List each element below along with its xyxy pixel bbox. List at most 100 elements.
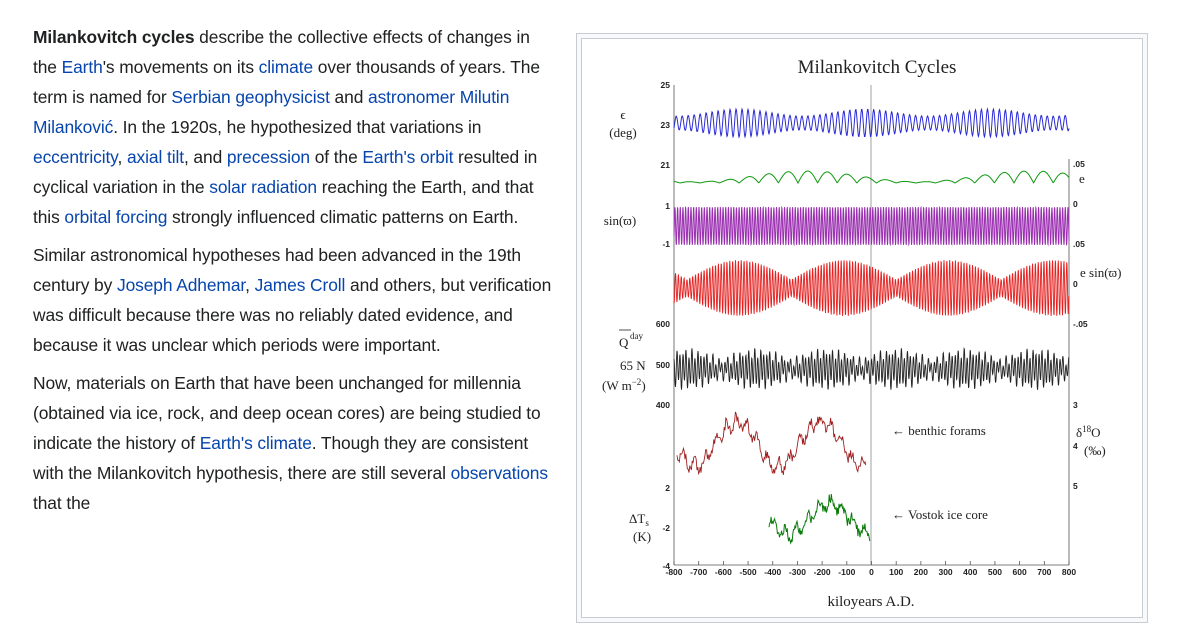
article-link[interactable]: axial tilt xyxy=(126,147,184,167)
article-link[interactable]: Earth's orbit xyxy=(362,147,454,167)
x-tick-label: 400 xyxy=(963,567,977,577)
figure-thumbnail: Milankovitch Cycles 25 23 21 1 -1 600 50… xyxy=(576,33,1148,623)
x-tick-label: 700 xyxy=(1037,567,1051,577)
x-tick-label: -200 xyxy=(814,567,831,577)
insolation-unit: (W m−2) xyxy=(602,377,646,393)
article-link[interactable]: James Croll xyxy=(254,275,346,295)
article-link[interactable]: climate xyxy=(258,57,314,77)
x-tick-label: -500 xyxy=(740,567,757,577)
temperature-unit: (K) xyxy=(633,529,651,544)
unit-exponent: −2 xyxy=(632,377,642,387)
text-run: over thousands of years. The term is nam… xyxy=(33,57,540,107)
figure-image[interactable]: Milankovitch Cycles 25 23 21 1 -1 600 50… xyxy=(581,38,1143,618)
x-tick-label: -300 xyxy=(789,567,806,577)
article-link[interactable]: Serbian xyxy=(171,87,231,107)
temperature-ticks: 2 -2 -4 xyxy=(662,483,670,571)
milankovitch-chart: Milankovitch Cycles 25 23 21 1 -1 600 50… xyxy=(602,57,1121,610)
tick-label: .05 xyxy=(1073,239,1085,249)
tick-label: 500 xyxy=(656,360,670,370)
ecc-symbol: e xyxy=(1079,171,1085,186)
tick-label: 21 xyxy=(661,160,671,170)
tick-label: 2 xyxy=(665,483,670,493)
unit-close: ) xyxy=(641,378,645,393)
benthic-annotation: ← benthic forams xyxy=(892,423,986,438)
x-tick-label: -800 xyxy=(665,567,682,577)
text-run: 's movements on its xyxy=(102,57,259,77)
dts-text: ΔT xyxy=(629,511,645,526)
text-run: . In the 1920s, he hypothesized that var… xyxy=(113,117,482,137)
text-run: , xyxy=(117,147,127,167)
text-run: and others, but verification was difficu… xyxy=(33,275,552,355)
text-run: resulted in cyclical variation in the xyxy=(33,147,538,197)
insolation-latitude: 65 N xyxy=(620,358,646,373)
tick-label: -2 xyxy=(662,523,670,533)
tick-label: 3 xyxy=(1073,400,1078,410)
x-axis-label: kiloyears A.D. xyxy=(827,594,914,610)
text-run: of the xyxy=(310,147,363,167)
tick-label: 1 xyxy=(665,201,670,211)
precession-ticks: 1 -1 xyxy=(662,201,670,249)
ecc-ticks: .05 0 xyxy=(1073,159,1085,209)
esin-series xyxy=(673,259,1070,317)
d18o-ticks: 3 4 5 xyxy=(1073,400,1078,491)
esin-ticks: .05 0 -.05 xyxy=(1073,239,1088,329)
tick-label: 600 xyxy=(656,319,670,329)
text-run: and xyxy=(329,87,369,107)
obliquity-symbol: ϵ xyxy=(620,107,625,122)
tick-label: -1 xyxy=(662,239,670,249)
precession-symbol: sin(ϖ) xyxy=(604,213,636,228)
article-link[interactable]: solar radiation xyxy=(209,177,317,197)
article-link[interactable]: Milutin Milanković xyxy=(33,87,510,137)
article-link[interactable]: astronomer xyxy=(368,87,455,107)
x-tick-label: -600 xyxy=(715,567,732,577)
x-tick-label: 200 xyxy=(914,567,928,577)
article-link[interactable]: Earth's climate xyxy=(199,433,312,453)
insolation-symbol: Q xyxy=(619,335,629,350)
article-link[interactable]: precession xyxy=(226,147,310,167)
tick-label: .05 xyxy=(1073,159,1085,169)
obliquity-series xyxy=(673,107,1070,139)
text-run: reaching the Earth, and that this xyxy=(33,177,534,227)
d18o-oxygen: O xyxy=(1091,425,1100,440)
x-tick-label: -700 xyxy=(690,567,707,577)
obliquity-unit: (deg) xyxy=(609,125,636,140)
temperature-label: ΔTs (K) xyxy=(629,511,651,544)
paragraph-history: Similar astronomical hypotheses had been… xyxy=(33,240,558,360)
chart-title: Milankovitch Cycles xyxy=(798,57,957,78)
tick-label: 0 xyxy=(1073,279,1078,289)
vostok-series xyxy=(768,493,871,545)
x-tick-label: 800 xyxy=(1062,567,1076,577)
text-run: Similar astronomical hypotheses had been… xyxy=(33,245,521,295)
dts-subscript: s xyxy=(645,518,649,528)
d18o-superscript: 18 xyxy=(1082,424,1092,434)
article-link[interactable]: Joseph Adhemar xyxy=(116,275,246,295)
article-link[interactable]: eccentricity xyxy=(33,147,118,167)
x-tick-label: 0 xyxy=(869,567,874,577)
text-run: Now, materials on Earth that have been u… xyxy=(33,373,541,453)
text-run: that the xyxy=(33,493,91,513)
x-tick-label: 500 xyxy=(988,567,1002,577)
tick-label: 4 xyxy=(1073,441,1078,451)
x-tick-label: 100 xyxy=(889,567,903,577)
x-tick-label: -100 xyxy=(838,567,855,577)
d18o-label: δ18O (‰) xyxy=(1076,424,1106,458)
text-run: . Though they are consistent with the Mi… xyxy=(33,433,529,483)
temperature-symbol: ΔTs xyxy=(629,511,649,528)
obliquity-ticks: 25 23 21 xyxy=(661,80,671,170)
article-link[interactable]: observations xyxy=(450,463,549,483)
tick-label: 25 xyxy=(661,80,671,90)
paragraph-evidence: Now, materials on Earth that have been u… xyxy=(33,368,558,518)
paragraph-intro: Milankovitch cycles describe the collect… xyxy=(33,22,558,232)
article-body: Milankovitch cycles describe the collect… xyxy=(33,22,558,526)
tick-label: 5 xyxy=(1073,481,1078,491)
article-link[interactable]: orbital forcing xyxy=(64,207,168,227)
insolation-label: Q day 65 N (W m−2) xyxy=(602,329,646,393)
vostok-annotation: ← Vostok ice core xyxy=(892,507,988,522)
benthic-series xyxy=(676,411,867,476)
x-tick-label: 300 xyxy=(938,567,952,577)
article-link[interactable]: geophysicist xyxy=(235,87,330,107)
eccentricity-series xyxy=(673,170,1070,185)
article-link[interactable]: Earth xyxy=(61,57,103,77)
x-tick-label: 600 xyxy=(1013,567,1027,577)
text-run: describe the collective effects of chang… xyxy=(33,27,530,77)
